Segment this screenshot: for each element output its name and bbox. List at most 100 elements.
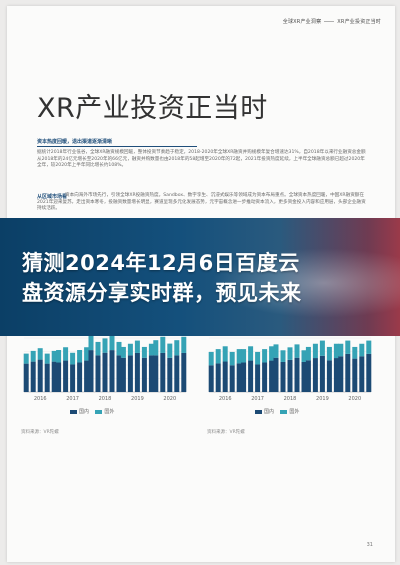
bar-domestic-2017 [56, 362, 62, 392]
bar-overseas-2016 [215, 349, 221, 364]
bar-overseas-2016 [229, 351, 235, 366]
right-chart-source: 资料来源：VR陀螺 [207, 430, 245, 435]
bar-overseas-2019 [319, 340, 325, 356]
bar-domestic-2019 [312, 358, 318, 392]
bar-domestic-2019 [141, 357, 147, 392]
bar-overseas-2019 [134, 340, 140, 353]
bar-domestic-2019 [333, 358, 339, 392]
bar-domestic-2017 [77, 362, 83, 392]
section1-underline [37, 146, 197, 147]
page-number: 31 [366, 542, 373, 548]
bar-domestic-2020 [359, 356, 365, 392]
bar-domestic-2017 [255, 364, 261, 392]
bar-domestic-2017 [70, 364, 76, 392]
right-bar-chart: 2016 2017 2018 2019 2020 国内 国外 [205, 336, 375, 424]
bar-domestic-2017 [248, 360, 254, 392]
bar-overseas-2018 [287, 347, 293, 360]
bar-domestic-2019 [326, 360, 332, 392]
bar-domestic-2018 [109, 350, 115, 392]
section2-paragraph: 资本向海外市场先行，引领全球XR投融资热度。Sandbox、数字孪生、沉浸式娱乐… [37, 193, 366, 212]
bar-overseas-2017 [248, 346, 254, 361]
bar-domestic-2018 [95, 355, 101, 392]
bar-overseas-2017 [63, 347, 69, 361]
banner-headline: 猜测2024年12月6日百度云 盘资源分享实时群，预见未来 [22, 248, 382, 308]
bar-domestic-2020 [160, 352, 166, 392]
bar-overseas-2017 [262, 349, 268, 363]
bar-domestic-2017 [63, 360, 69, 392]
bar-overseas-2017 [70, 352, 76, 365]
bar-domestic-2019 [148, 355, 154, 392]
bar-overseas-2016 [208, 351, 214, 366]
title-banner: 猜测2024年12月6日百度云 盘资源分享实时群，预见未来 [0, 218, 400, 336]
bar-overseas-2019 [120, 346, 126, 358]
bar-domestic-2016 [23, 363, 29, 392]
x-tick-label: 2019 [131, 396, 144, 402]
bar-domestic-2020 [153, 355, 159, 392]
bar-overseas-2020 [181, 336, 187, 353]
bar-domestic-2020 [174, 355, 180, 392]
bar-domestic-2016 [215, 363, 221, 392]
bar-domestic-2016 [37, 359, 43, 392]
bar-domestic-2019 [134, 352, 140, 392]
bar-domestic-2018 [301, 361, 307, 392]
bar-overseas-2019 [127, 343, 133, 356]
x-tick-label: 2016 [219, 396, 232, 402]
bar-domestic-2018 [88, 350, 94, 392]
bar-overseas-2019 [141, 346, 147, 358]
bar-overseas-2018 [294, 344, 300, 358]
header-brand: 全球XR产业洞察 [282, 19, 322, 25]
legend-swatch-overseas [280, 409, 288, 414]
x-tick-label: 2019 [316, 396, 329, 402]
bar-overseas-2017 [255, 351, 261, 365]
bar-domestic-2017 [262, 362, 268, 392]
header-section: XR产业投资正当时 [337, 19, 381, 25]
legend-swatch-domestic [70, 409, 77, 414]
left-bar-chart: 2016 2017 2018 2019 2020 国内 国外 [20, 336, 190, 424]
bar-overseas-2018 [301, 350, 307, 362]
bar-domestic-2020 [366, 353, 372, 392]
bar-overseas-2020 [174, 340, 180, 356]
bar-overseas-2016 [23, 353, 29, 364]
right-chart-svg: 2016 2017 2018 2019 2020 [208, 337, 372, 402]
bar-overseas-2020 [338, 343, 344, 357]
bar-domestic-2018 [287, 359, 293, 392]
header-divider [324, 21, 335, 22]
bar-domestic-2020 [338, 356, 344, 392]
legend-label-overseas: 国外 [104, 409, 115, 415]
x-tick-label: 2017 [66, 396, 79, 402]
bar-domestic-2017 [269, 360, 275, 392]
bar-domestic-2018 [116, 355, 122, 392]
x-tick-label: 2020 [348, 396, 361, 402]
bar-domestic-2016 [30, 361, 36, 392]
bar-overseas-2020 [167, 343, 173, 358]
x-tick-label: 2018 [284, 396, 297, 402]
legend-swatch-overseas [95, 409, 103, 414]
bar-overseas-2018 [116, 341, 122, 356]
bar-overseas-2020 [160, 336, 166, 353]
legend-swatch-domestic [255, 409, 262, 414]
x-tick-label: 2017 [251, 396, 264, 402]
banner-line-1: 猜测2024年12月6日百度云 [22, 251, 300, 275]
bar-overseas-2020 [352, 346, 358, 359]
bar-overseas-2019 [305, 346, 311, 361]
x-tick-label: 2020 [163, 396, 176, 402]
banner-line-2: 盘资源分享实时群，预见未来 [22, 281, 302, 305]
bar-overseas-2016 [236, 349, 242, 364]
bar-overseas-2016 [222, 346, 228, 362]
section1-paragraph: 据统计2018年行业低谷，全球XR融资规模回暖，整体投资节奏趋于稳定，2018-… [37, 150, 366, 169]
right-chart-legend: 国内 国外 [255, 408, 299, 415]
left-chart-svg: 2016 2017 2018 2019 2020 [23, 336, 187, 402]
bar-domestic-2019 [120, 357, 126, 392]
bar-domestic-2020 [167, 357, 173, 392]
bar-overseas-2018 [95, 341, 101, 356]
bar-domestic-2016 [222, 361, 228, 392]
bar-domestic-2019 [127, 355, 133, 392]
bar-domestic-2016 [229, 365, 235, 392]
bar-overseas-2018 [88, 336, 94, 351]
legend-label-domestic: 国内 [79, 409, 90, 415]
bar-overseas-2019 [326, 346, 332, 361]
bar-overseas-2017 [56, 350, 62, 363]
bar-overseas-2020 [345, 340, 351, 354]
bar-overseas-2020 [153, 340, 159, 356]
bar-overseas-2017 [269, 346, 275, 361]
